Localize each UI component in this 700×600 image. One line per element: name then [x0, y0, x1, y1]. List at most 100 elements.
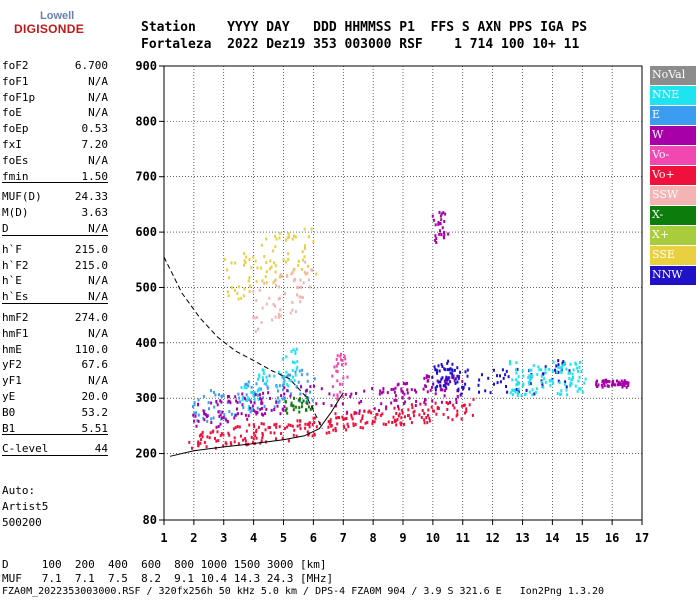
echo-point	[414, 388, 416, 392]
echo-point	[621, 382, 624, 386]
echo-point	[315, 272, 318, 276]
echo-point	[515, 361, 518, 365]
echo-point	[313, 384, 315, 388]
echo-point	[446, 361, 449, 365]
echo-point	[434, 401, 437, 405]
echo-point	[196, 419, 199, 423]
echo-point	[279, 273, 282, 277]
echo-point	[308, 425, 311, 429]
param-label: yE	[2, 389, 16, 403]
echo-point	[249, 399, 252, 402]
echo-point	[393, 420, 396, 423]
param-value: N/A	[88, 106, 108, 120]
echo-point	[320, 387, 323, 391]
echo-point	[557, 379, 560, 383]
echo-point	[247, 380, 250, 384]
echo-point	[293, 396, 295, 400]
echo-point	[283, 392, 286, 396]
echo-point	[517, 387, 520, 391]
echo-point	[437, 380, 440, 384]
echo-point	[397, 382, 400, 386]
echo-point	[271, 318, 274, 322]
echo-point	[621, 385, 624, 389]
echo-point	[395, 398, 398, 402]
echo-point	[333, 365, 336, 369]
echo-point	[244, 383, 247, 387]
echo-point	[499, 380, 502, 384]
echo-point	[230, 261, 233, 265]
echo-point	[268, 296, 271, 300]
param-row: h`F2 215.0	[2, 258, 108, 274]
param-value: 0.53	[81, 122, 109, 136]
echo-point	[197, 442, 200, 446]
echo-point	[245, 382, 248, 386]
param-value: 110.0	[74, 342, 108, 356]
echo-point	[424, 398, 427, 402]
echo-point	[386, 391, 389, 395]
param-separator	[2, 302, 108, 310]
digisonde-logo: Lowell DIGISONDE	[6, 10, 84, 40]
echo-point	[294, 352, 297, 355]
echo-point	[238, 285, 241, 289]
y-tick-label: 300	[135, 391, 157, 405]
echo-point	[276, 385, 279, 389]
echo-point	[423, 401, 426, 404]
echo-point	[260, 401, 263, 404]
echo-point	[210, 417, 213, 421]
echo-point	[206, 435, 209, 439]
echo-point	[381, 412, 384, 416]
echo-point	[275, 422, 278, 426]
echo-point	[219, 422, 222, 426]
echo-point	[459, 370, 461, 374]
echo-point	[294, 373, 297, 377]
echo-point	[443, 379, 446, 383]
echo-point	[274, 245, 277, 249]
echo-point	[516, 391, 519, 395]
echo-point	[600, 383, 603, 387]
echo-point	[408, 396, 411, 400]
param-value: N/A	[88, 153, 108, 167]
echo-point	[204, 413, 207, 416]
echo-point	[296, 293, 299, 297]
echo-point	[359, 419, 362, 423]
echo-point	[188, 440, 191, 444]
echo-point	[309, 385, 312, 389]
echo-point	[440, 377, 443, 381]
echo-point	[307, 264, 309, 268]
echo-point	[310, 227, 313, 231]
echo-point	[265, 407, 268, 411]
param-label: M(D)	[2, 206, 29, 220]
echo-point	[528, 390, 531, 394]
echo-point	[433, 365, 436, 369]
echo-point	[227, 399, 230, 403]
echo-point	[575, 362, 577, 366]
echo-point	[295, 434, 298, 438]
echo-point	[509, 391, 512, 395]
echo-point	[195, 411, 198, 415]
param-label: hmF1	[2, 326, 29, 340]
echo-point	[305, 408, 308, 412]
echo-point	[327, 425, 330, 429]
x-tick-label: 7	[340, 531, 347, 545]
echo-point	[286, 389, 289, 393]
echo-point	[605, 378, 608, 382]
param-row: fmin 1.50	[2, 169, 108, 185]
y-tick-label: 800	[135, 114, 157, 128]
echo-point	[252, 440, 254, 444]
echo-point	[501, 368, 504, 372]
echo-point	[252, 315, 255, 319]
param-row: h`F 215.0	[2, 242, 108, 258]
profile-curves	[163, 256, 344, 457]
echo-point	[277, 297, 280, 301]
echo-point	[366, 420, 369, 424]
echo-point	[250, 435, 253, 439]
echo-point	[393, 390, 396, 394]
echo-point	[346, 375, 349, 379]
legend-item: X+	[650, 225, 696, 245]
echo-point	[298, 410, 301, 414]
echo-point	[427, 413, 429, 417]
echo-point	[557, 363, 560, 367]
echo-point	[286, 274, 289, 278]
echo-point	[287, 373, 290, 377]
echo-point	[221, 416, 224, 420]
